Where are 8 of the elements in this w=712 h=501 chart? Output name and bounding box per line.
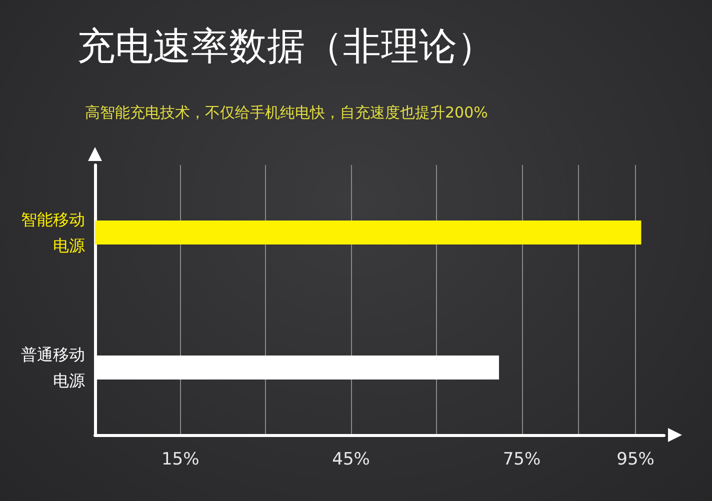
chart-subtitle: 高智能充电技术，不仅给手机纯电快，自充速度也提升200% bbox=[85, 104, 488, 122]
y-tick-label: 普通移动电源 bbox=[21, 345, 85, 390]
chart-title: 充电速率数据（非理论） bbox=[77, 24, 495, 68]
x-tick-label: 75% bbox=[502, 450, 541, 470]
x-tick-label: 15% bbox=[161, 450, 200, 470]
x-tick-label: 45% bbox=[332, 450, 370, 470]
y-tick-label: 智能移动电源 bbox=[21, 210, 85, 255]
x-tick-label: 95% bbox=[616, 450, 654, 470]
